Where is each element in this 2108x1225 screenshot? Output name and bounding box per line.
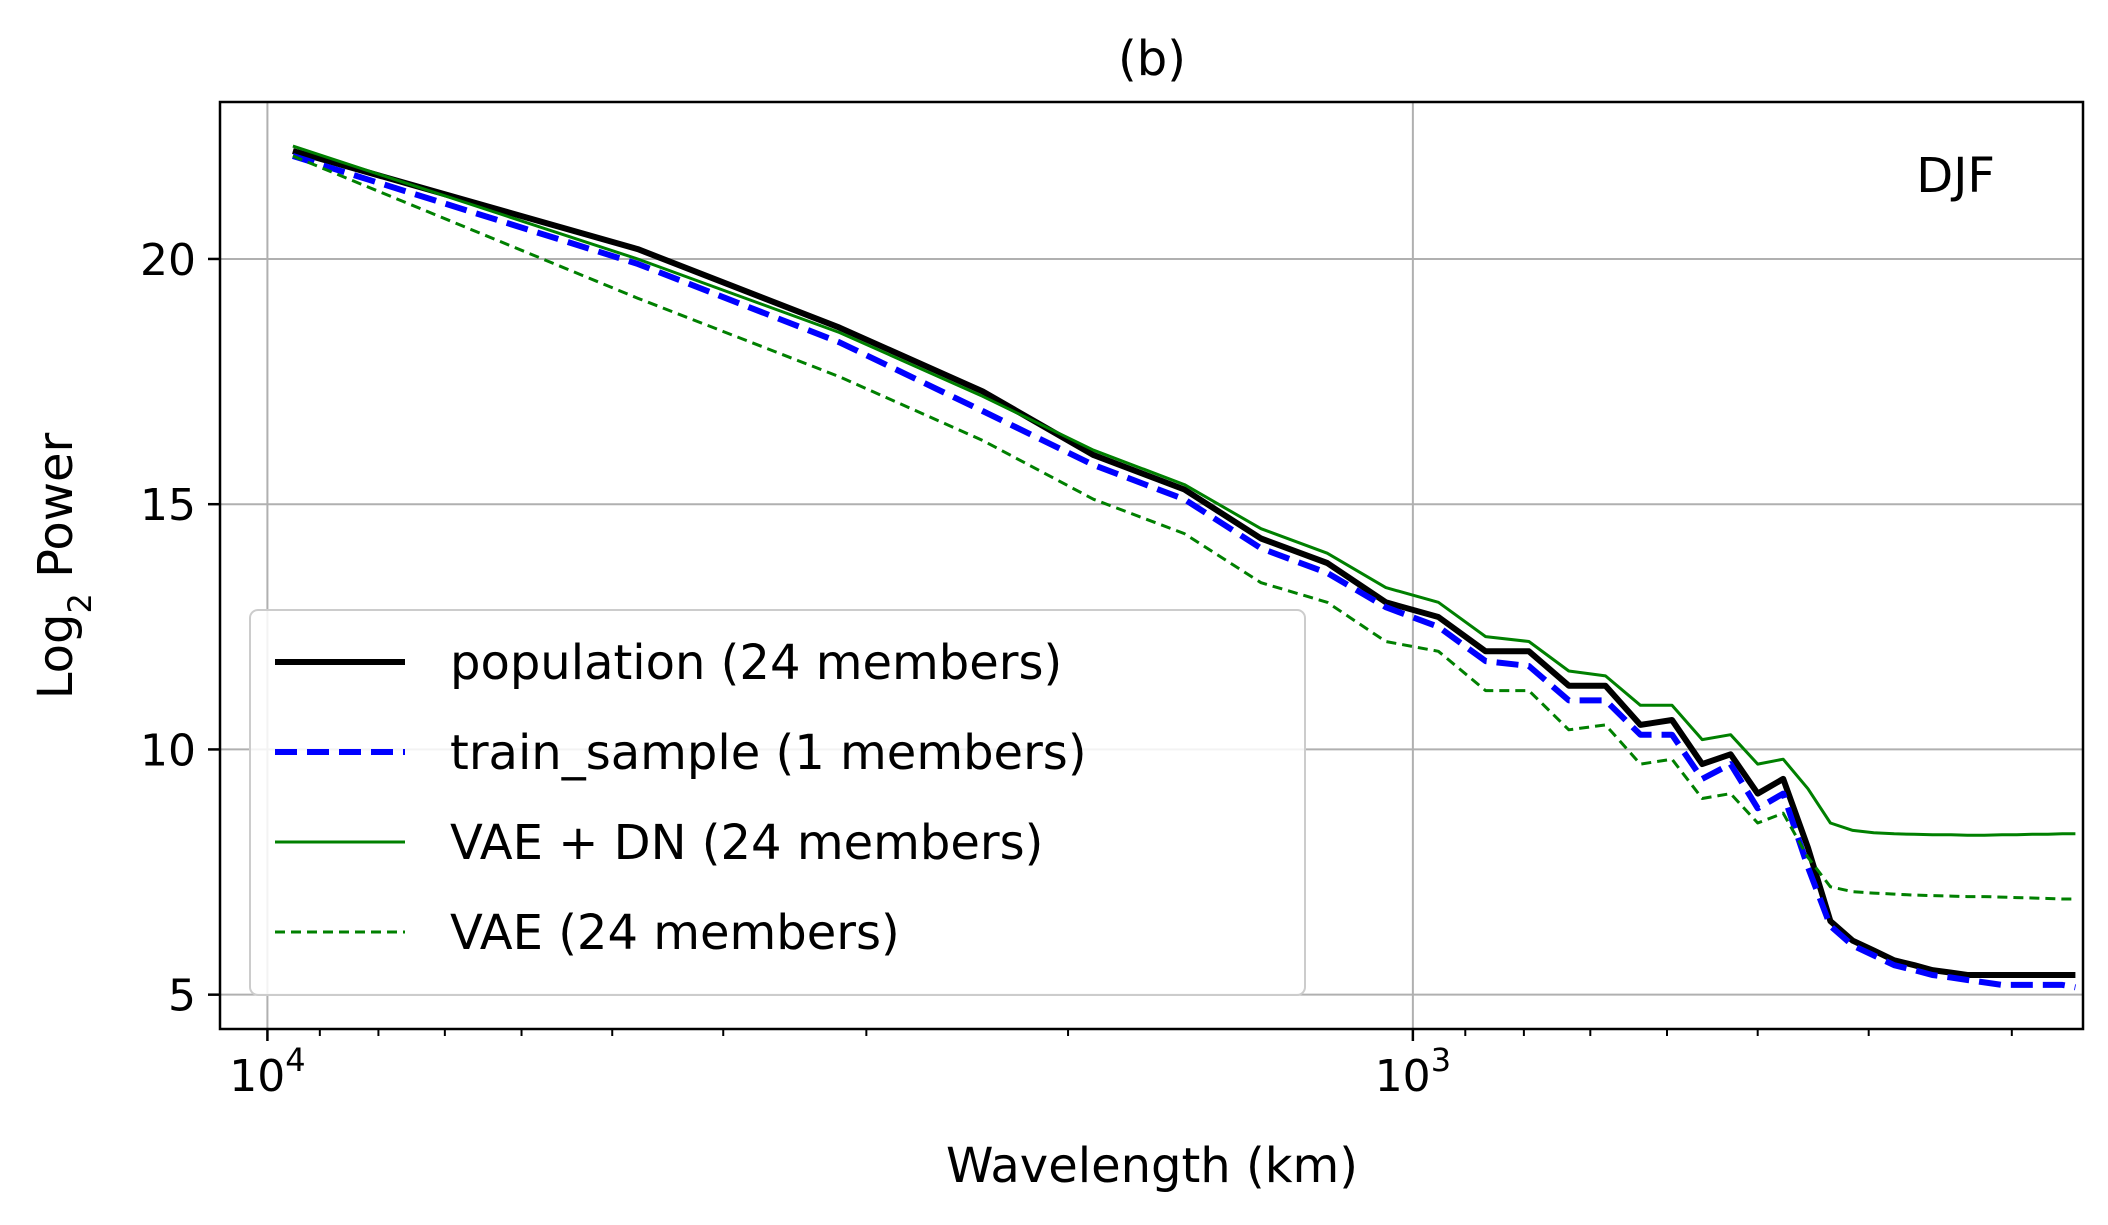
legend: population (24 members) train_sample (1 m… (249, 609, 1306, 996)
season-annotation: DJF (1916, 148, 1995, 204)
y-tick-label: 15 (140, 480, 196, 531)
x-tick-label: 104 (229, 1041, 305, 1102)
series-line-3 (292, 144, 2076, 837)
y-tick-label: 10 (140, 725, 196, 776)
x-tick-label: 103 (1375, 1041, 1451, 1102)
y-axis-label-rest: Power (28, 433, 84, 594)
y-tick-label: 5 (168, 971, 196, 1022)
y-tick-label: 20 (140, 235, 196, 286)
plot-area-frame (218, 100, 2085, 1031)
legend-label-3: VAE + DN (24 members) (450, 815, 1043, 871)
x-tick-label-exponent: 3 (1431, 1041, 1451, 1079)
y-axis-label-main: Log (28, 614, 84, 700)
series-line-2 (292, 153, 2076, 991)
legend-label-1: population (24 members) (450, 635, 1062, 691)
series-line-1 (292, 148, 2076, 978)
legend-label-4: VAE (24 members) (450, 905, 900, 961)
legend-label-2: train_sample (1 members) (450, 725, 1087, 781)
chart-title: (b) (1118, 31, 1186, 87)
x-tick-label-exponent: 4 (285, 1041, 305, 1079)
data-series (292, 144, 2076, 991)
series-line-4 (292, 154, 2076, 901)
legend-box (249, 609, 1306, 996)
y-axis-label-subscript: 2 (61, 593, 99, 613)
x-axis-label: Wavelength (km) (946, 1138, 1358, 1194)
x-tick-label-base: 10 (229, 1051, 285, 1102)
x-tick-label-base: 10 (1375, 1051, 1431, 1102)
y-axis-label: Log2 Power (28, 433, 99, 700)
